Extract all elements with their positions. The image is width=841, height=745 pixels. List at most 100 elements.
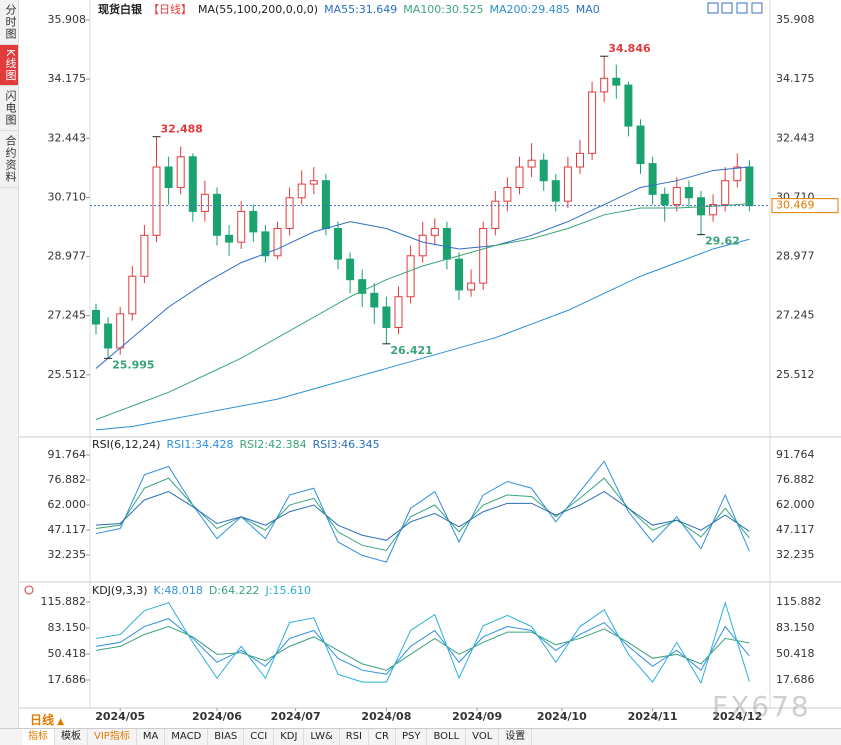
y-tick-label-right: 34.175	[776, 72, 815, 85]
toolbar-item[interactable]: MA	[137, 729, 166, 745]
candle-body	[684, 187, 693, 199]
candle-body	[200, 193, 209, 212]
candle-body	[309, 180, 318, 185]
toolbar-item[interactable]: PSY	[396, 729, 428, 745]
candle-body	[249, 210, 258, 233]
candle-body	[382, 306, 391, 328]
y-tick-label: 91.764	[48, 448, 87, 461]
candle-body	[116, 313, 125, 349]
candle-body	[394, 296, 403, 328]
y-tick-label: 76.882	[48, 473, 87, 486]
y-tick-label: 83.150	[48, 621, 87, 634]
y-tick-label-right: 27.245	[776, 309, 815, 322]
toolbar-item[interactable]: 指标	[22, 729, 55, 745]
icon[interactable]	[707, 2, 719, 14]
candle-body	[648, 163, 657, 195]
period-button[interactable]: 日线	[30, 711, 64, 728]
legend-entry: D:64.222	[209, 584, 260, 597]
toolbar-item[interactable]: CR	[369, 729, 396, 745]
candle-body	[588, 91, 597, 154]
legend-entry: RSI2:42.384	[240, 438, 307, 451]
x-tick-label: 2024/09	[452, 710, 502, 723]
candle-body	[539, 159, 548, 182]
x-tick-label: 2024/07	[271, 710, 321, 723]
candle-body	[273, 227, 282, 257]
kdj-line	[95, 600, 750, 685]
settings-icon[interactable]	[24, 585, 34, 595]
toolbar-item[interactable]: BIAS	[208, 729, 245, 745]
rsi-header: RSI(6,12,24) RSI1:34.428 RSI2:42.384 RSI3:4…	[92, 438, 380, 451]
y-tick-label: 32.235	[48, 548, 87, 561]
legend-entry: J:15.610	[265, 584, 311, 597]
candle-body	[721, 180, 730, 206]
period-label: 【日线】	[148, 2, 192, 16]
candle-body	[467, 282, 476, 291]
y-tick-label-right: 115.882	[776, 595, 822, 608]
y-tick-label-right: 32.443	[776, 131, 815, 144]
toolbar-item[interactable]: 模板	[55, 729, 88, 745]
candle-body	[164, 166, 173, 189]
x-tick-label: 2024/08	[361, 710, 411, 723]
last-price-box	[771, 198, 839, 214]
y-tick-label-right: 32.235	[776, 548, 815, 561]
toolbar-item[interactable]: LW&	[304, 729, 340, 745]
y-tick-label: 28.977	[48, 250, 87, 263]
sidebar-tab[interactable]: 分时图	[0, 0, 18, 45]
candle-body	[128, 275, 137, 315]
extreme-label: 34.846	[608, 42, 651, 55]
y-tick-label-right: 35.908	[776, 13, 815, 26]
candle-body	[624, 84, 633, 127]
candle-body	[321, 180, 330, 229]
y-tick-label-right: 28.977	[776, 250, 815, 263]
ma-line	[95, 238, 750, 431]
toolbar-item[interactable]: CCI	[244, 729, 275, 745]
toolbar-item[interactable]: 设置	[499, 729, 533, 745]
candle-body	[672, 187, 681, 206]
legend-entry: RSI3:46.345	[313, 438, 380, 451]
icon[interactable]	[751, 2, 763, 14]
ma-line	[95, 203, 750, 421]
toolbar-item[interactable]: KDJ	[274, 729, 305, 745]
y-tick-label-right: 17.686	[776, 673, 815, 686]
candle-body	[455, 258, 463, 291]
chart-title: 现货白银	[98, 2, 143, 16]
candle-body	[297, 183, 306, 199]
icon[interactable]	[736, 2, 748, 14]
icon[interactable]	[721, 2, 733, 14]
last-price-label: 30.469	[776, 199, 815, 212]
candle-body	[152, 166, 161, 236]
y-tick-label: 115.882	[41, 595, 87, 608]
legend-entry: K:48.018	[154, 584, 203, 597]
candle-body	[576, 152, 584, 168]
sidebar-tab[interactable]: 合约资料	[0, 131, 18, 189]
sidebar-tab[interactable]: K线图	[0, 45, 18, 87]
candle-body	[358, 279, 367, 294]
candle-body	[285, 197, 294, 229]
window-icons	[707, 2, 763, 14]
rsi-line	[95, 477, 750, 551]
candle-body	[563, 166, 572, 202]
candle-body	[370, 292, 379, 308]
y-tick-label: 25.512	[48, 368, 87, 381]
rsi-line	[95, 490, 750, 541]
sidebar-tab[interactable]: 闪电图	[0, 86, 18, 132]
candle-body	[515, 166, 524, 189]
extreme-label: 26.421	[390, 344, 432, 357]
toolbar-item[interactable]: MACD	[165, 729, 209, 745]
y-tick-label-right: 25.512	[776, 368, 815, 381]
candle-body	[430, 227, 439, 236]
legend-entry: MA100:30.525	[403, 3, 483, 16]
toolbar-item[interactable]: BOLL	[427, 729, 467, 745]
toolbar-item[interactable]: VIP指标	[88, 729, 137, 745]
candle-body	[527, 159, 536, 168]
y-tick-label: 32.443	[48, 131, 87, 144]
legend-entry: MA0	[576, 3, 600, 16]
candle-body	[176, 156, 185, 189]
y-tick-label: 27.245	[48, 309, 87, 322]
x-tick-label: 2024/12	[712, 710, 762, 723]
x-tick-label: 2024/06	[192, 710, 242, 723]
candle-body	[491, 200, 500, 229]
toolbar-item[interactable]: RSI	[340, 729, 370, 745]
toolbar-item[interactable]: VOL	[466, 729, 500, 745]
